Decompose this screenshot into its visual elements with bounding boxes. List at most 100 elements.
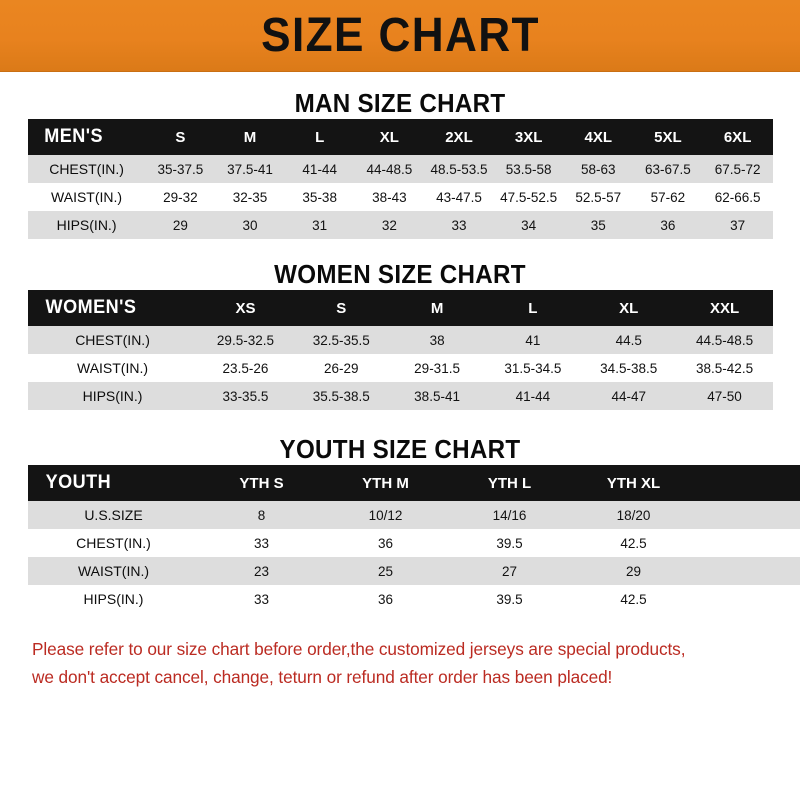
man-row-label-waist: WAIST(IN.)	[51, 189, 123, 205]
youth-col-header-s: YTH S	[239, 474, 284, 492]
women-waist-xl: 34.5-38.5	[600, 360, 658, 376]
man-hips-5xl: 36	[660, 217, 676, 233]
women-chest-xl: 44.5	[615, 332, 642, 348]
women-hips-xl: 44-47	[611, 388, 646, 404]
women-waist-xxl: 38.5-42.5	[696, 360, 754, 376]
women-row-label-chest: CHEST(IN.)	[75, 332, 150, 348]
women-hips-m: 38.5-41	[414, 388, 460, 404]
women-chest-s: 32.5-35.5	[312, 332, 370, 348]
man-waist-3xl: 47.5-52.5	[500, 189, 558, 205]
women-size-table: WOMEN'S XS S M L XL XXL CHEST(IN.) 29.5-…	[27, 290, 773, 410]
youth-ussize-m: 10/12	[368, 507, 403, 523]
youth-chest-l: 39.5	[496, 535, 523, 551]
man-table-wrap: MEN'S S M L XL 2XL 3XL 4XL 5XL 6XL CHEST…	[27, 119, 773, 239]
youth-chest-s: 33	[253, 535, 270, 551]
table-row: WAIST(IN.) 23.5-26 26-29 29-31.5 31.5-34…	[27, 354, 773, 382]
youth-hips-xl: 42.5	[620, 591, 647, 607]
table-row: HIPS(IN.) 29 30 31 32 33 34 35 36 37	[27, 211, 773, 239]
women-col-header-l: L	[528, 299, 538, 317]
man-chest-s: 35-37.5	[157, 161, 204, 177]
youth-chest-xl: 42.5	[620, 535, 647, 551]
youth-header-spacer	[696, 465, 800, 501]
youth-row-spacer	[696, 501, 800, 529]
women-waist-xs: 23.5-26	[222, 360, 269, 376]
man-chest-2xl: 48.5-53.5	[430, 161, 488, 177]
table-row: WAIST(IN.) 29-32 32-35 35-38 38-43 43-47…	[27, 183, 773, 211]
man-chest-l: 41-44	[302, 161, 337, 177]
man-col-header-s: S	[175, 128, 186, 146]
man-size-table: MEN'S S M L XL 2XL 3XL 4XL 5XL 6XL CHEST…	[27, 119, 773, 239]
women-hips-s: 35.5-38.5	[312, 388, 370, 404]
youth-col-header-xl: YTH XL	[606, 474, 661, 492]
man-waist-l: 35-38	[302, 189, 337, 205]
man-chest-3xl: 53.5-58	[505, 161, 552, 177]
women-chest-xs: 29.5-32.5	[216, 332, 274, 348]
youth-hips-l: 39.5	[496, 591, 523, 607]
page-banner: SIZE CHART	[0, 0, 800, 72]
women-section-title: WOMEN SIZE CHART	[274, 259, 526, 289]
man-hips-2xl: 33	[451, 217, 467, 233]
man-hips-6xl: 37	[730, 217, 746, 233]
man-hips-4xl: 35	[590, 217, 606, 233]
man-waist-s: 29-32	[163, 189, 198, 205]
youth-waist-xl: 29	[625, 563, 642, 579]
youth-header-label: YOUTH	[45, 472, 111, 493]
youth-waist-l: 27	[501, 563, 518, 579]
man-hips-xl: 32	[381, 217, 397, 233]
man-hips-3xl: 34	[521, 217, 537, 233]
youth-section-title: YOUTH SIZE CHART	[279, 434, 521, 464]
women-row-label-hips: HIPS(IN.)	[82, 388, 143, 404]
man-col-header-3xl: 3XL	[514, 128, 543, 146]
women-hips-xxl: 47-50	[707, 388, 742, 404]
order-policy-note-line-1: Please refer to our size chart before or…	[32, 639, 686, 659]
youth-row-label-ussize: U.S.SIZE	[84, 507, 143, 523]
youth-ussize-s: 8	[257, 507, 266, 523]
page-title: SIZE CHART	[260, 8, 540, 62]
youth-hips-m: 36	[377, 591, 394, 607]
women-waist-m: 29-31.5	[414, 360, 460, 376]
women-hips-xs: 33-35.5	[222, 388, 269, 404]
women-col-header-xl: XL	[619, 299, 639, 317]
youth-ussize-l: 14/16	[492, 507, 527, 523]
youth-row-spacer	[696, 529, 800, 557]
women-header-label: WOMEN'S	[45, 297, 136, 318]
man-waist-4xl: 52.5-57	[575, 189, 622, 205]
women-row-label-waist: WAIST(IN.)	[77, 360, 149, 376]
man-chest-m: 37.5-41	[227, 161, 273, 177]
man-waist-6xl: 62-66.5	[714, 189, 761, 205]
women-col-header-xxl: XXL	[709, 299, 740, 317]
table-row: CHEST(IN.) 33 36 39.5 42.5	[27, 529, 800, 557]
table-row: WAIST(IN.) 23 25 27 29	[27, 557, 800, 585]
order-policy-note: Please refer to our size chart before or…	[20, 635, 780, 691]
man-col-header-m: M	[243, 128, 257, 146]
man-hips-m: 30	[242, 217, 258, 233]
man-waist-xl: 38-43	[372, 189, 407, 205]
youth-col-header-m: YTH M	[362, 474, 409, 492]
order-policy-note-line-2: we don't accept cancel, change, teturn o…	[32, 667, 613, 687]
youth-ussize-xl: 18/20	[616, 507, 651, 523]
youth-table-wrap: YOUTH YTH S YTH M YTH L YTH XL U.S.SIZE …	[27, 465, 800, 613]
women-hips-l: 41-44	[515, 388, 551, 404]
women-col-header-xs: XS	[235, 299, 256, 317]
man-col-header-l: L	[315, 128, 325, 146]
man-col-header-2xl: 2XL	[445, 128, 473, 146]
man-row-label-chest: CHEST(IN.)	[49, 161, 124, 177]
women-waist-s: 26-29	[324, 360, 359, 376]
women-col-header-s: S	[336, 299, 347, 317]
women-chest-xxl: 44.5-48.5	[696, 332, 754, 348]
man-chest-5xl: 63-67.5	[645, 161, 691, 177]
man-chest-6xl: 67.5-72	[714, 161, 761, 177]
women-col-header-m: M	[430, 299, 444, 317]
man-waist-5xl: 57-62	[650, 189, 686, 205]
man-table-header-row: MEN'S S M L XL 2XL 3XL 4XL 5XL 6XL	[27, 119, 773, 155]
table-row: HIPS(IN.) 33-35.5 35.5-38.5 38.5-41 41-4…	[27, 382, 773, 410]
man-col-header-5xl: 5XL	[654, 128, 682, 146]
youth-col-header-l: YTH L	[487, 474, 532, 492]
man-chest-4xl: 58-63	[580, 161, 616, 177]
man-hips-l: 31	[312, 217, 328, 233]
youth-size-table: YOUTH YTH S YTH M YTH L YTH XL U.S.SIZE …	[27, 465, 800, 613]
youth-row-spacer	[696, 585, 800, 613]
man-header-label: MEN'S	[43, 126, 103, 147]
youth-row-spacer	[696, 557, 800, 585]
women-table-header-row: WOMEN'S XS S M L XL XXL	[27, 290, 773, 326]
